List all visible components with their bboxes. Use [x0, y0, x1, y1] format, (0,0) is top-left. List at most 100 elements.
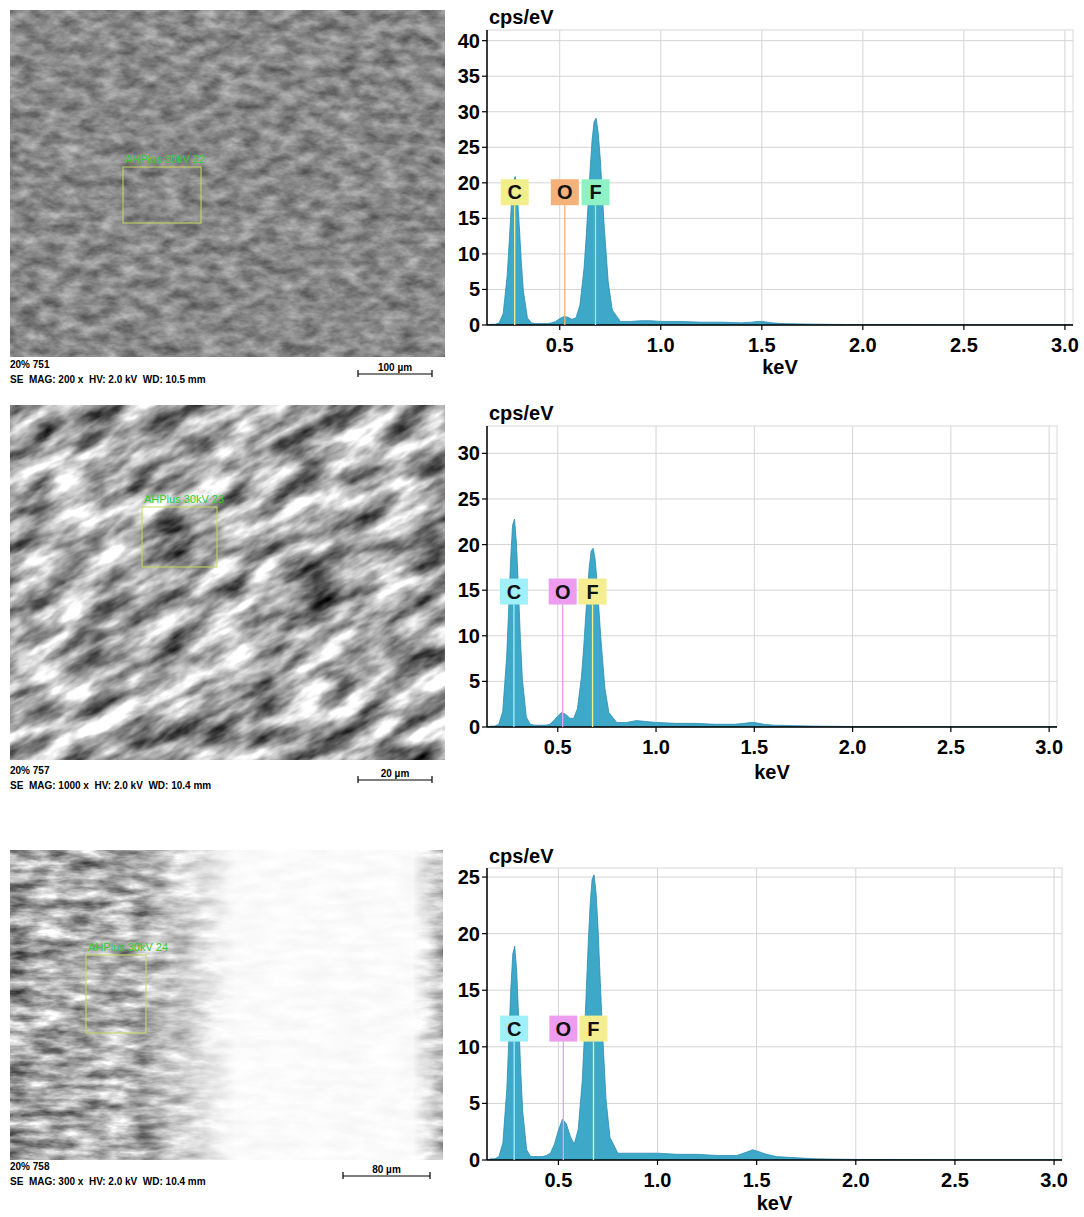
grid-line-y: [487, 40, 1073, 41]
scale-bar: [358, 779, 432, 780]
y-tick-label: 20: [458, 923, 480, 945]
info-label: SE MAG: 300 x HV: 2.0 kV WD: 10.4 mm: [10, 1176, 206, 1187]
grid-line-y: [487, 1160, 1062, 1161]
grid-line-y: [487, 990, 1062, 991]
x-axis: [487, 1159, 1062, 1161]
info-label: SE MAG: 200 x HV: 2.0 kV WD: 10.5 mm: [10, 374, 206, 385]
x-tick-label: 0.5: [544, 1169, 572, 1191]
x-tick: [1049, 727, 1050, 732]
element-box: [549, 579, 577, 605]
micrograph: [10, 405, 445, 760]
y-tick-label: 30: [458, 442, 480, 464]
micrograph: [10, 10, 445, 357]
y-tick-label: 10: [458, 1036, 480, 1058]
grid-line-x: [558, 868, 559, 1160]
x-tick-label: 2.0: [842, 1169, 870, 1191]
x-tick-label: 1.5: [740, 736, 768, 758]
spectrum-area: [487, 519, 1057, 727]
grid-line-x: [657, 868, 658, 1160]
x-tick: [558, 1160, 559, 1165]
x-tick-label: 1.0: [644, 1169, 672, 1191]
element-label: F: [589, 181, 601, 203]
x-tick: [954, 1160, 955, 1165]
x-tick-label: 3.0: [1051, 334, 1079, 356]
scale-bar-cap: [429, 1172, 430, 1179]
y-tick: [482, 876, 487, 877]
scale-bar-cap: [431, 370, 432, 377]
scale-bar-cap: [357, 370, 358, 377]
y-tick: [482, 76, 487, 77]
grid-line-y: [487, 635, 1057, 636]
y-tick-label: 0: [469, 716, 480, 738]
x-tick-label: 2.5: [937, 736, 965, 758]
y-tick: [482, 453, 487, 454]
y-tick: [482, 111, 487, 112]
element-label: C: [507, 181, 521, 203]
grid-line-x: [660, 30, 661, 325]
spectrum-panel: 05101520253035400.51.01.52.02.53.0cps/eV…: [458, 6, 1079, 378]
region-box: [142, 507, 217, 567]
y-tick-label: 15: [458, 579, 480, 601]
page: AHPlus 30kV 2220% 751SE MAG: 200 x HV: 2…: [0, 0, 1084, 1217]
x-tick: [754, 727, 755, 732]
grid-line-x: [756, 868, 757, 1160]
grid-line-x: [761, 30, 762, 325]
element-line: [514, 205, 515, 325]
scale-bar-cap: [431, 776, 432, 783]
grid-line-x: [754, 426, 755, 727]
y-tick: [482, 933, 487, 934]
x-tick: [557, 727, 558, 732]
x-axis-title: keV: [754, 761, 790, 783]
element-label: O: [556, 1018, 572, 1040]
x-tick-label: 0.5: [544, 736, 572, 758]
y-tick-label: 40: [458, 30, 480, 52]
scale-bar-label: 20 µm: [381, 768, 410, 779]
grid-line-y: [487, 933, 1062, 934]
y-tick: [482, 289, 487, 290]
y-tick-label: 25: [458, 488, 480, 510]
element-line: [595, 205, 596, 325]
y-tick: [482, 40, 487, 41]
x-tick: [950, 727, 951, 732]
spectrum-area: [487, 118, 1073, 325]
grid-line-x: [950, 426, 951, 727]
y-tick: [482, 726, 487, 727]
y-tick-label: 5: [469, 1092, 480, 1114]
x-tick-label: 0.5: [546, 334, 574, 356]
grid-line-y: [487, 147, 1073, 148]
plot-frame: [487, 30, 1073, 325]
y-tick-label: 20: [458, 172, 480, 194]
micrograph-base: [10, 10, 445, 357]
scale-bar-cap: [357, 776, 358, 783]
grid-line-y: [487, 877, 1062, 878]
micrograph-texture: [10, 10, 445, 357]
y-tick-label: 0: [469, 1149, 480, 1171]
grid-line-x: [855, 868, 856, 1160]
plot-frame: [487, 868, 1062, 1160]
grid-line-y: [487, 1103, 1062, 1104]
region-label: AHPlus 30kV 23: [144, 493, 224, 505]
y-tick: [482, 147, 487, 148]
grid-line-y: [487, 453, 1057, 454]
x-tick: [761, 325, 762, 330]
y-tick-label: 25: [458, 866, 480, 888]
element-label: F: [587, 1018, 599, 1040]
sample-label: 20% 758: [10, 1161, 50, 1172]
x-tick-label: 3.0: [1035, 736, 1063, 758]
y-tick-label: 5: [469, 670, 480, 692]
element-label: O: [555, 581, 571, 603]
grid-line-x: [1049, 426, 1050, 727]
y-tick: [482, 498, 487, 499]
micrograph-texture: [10, 405, 445, 760]
x-tick: [855, 1160, 856, 1165]
element-label: F: [586, 581, 598, 603]
y-tick-label: 15: [458, 207, 480, 229]
x-tick: [559, 325, 560, 330]
y-tick-label: 30: [458, 101, 480, 123]
scale-bar: [358, 373, 432, 374]
y-tick: [482, 681, 487, 682]
y-tick: [482, 590, 487, 591]
data-group: [487, 519, 1057, 727]
y-tick: [482, 182, 487, 183]
region-box: [86, 955, 146, 1033]
